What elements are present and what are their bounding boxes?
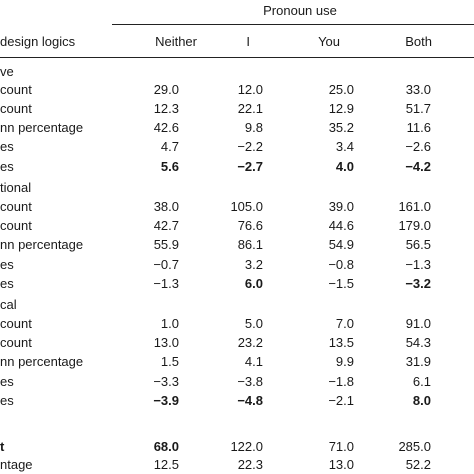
table-cell: −1.5 — [328, 276, 354, 291]
table-cell: 54.3 — [405, 335, 431, 350]
table-cell: 1.5 — [160, 354, 179, 369]
table-cell: 55.9 — [153, 237, 179, 252]
table-cell: 4.7 — [160, 139, 179, 154]
row-label: count — [0, 335, 32, 350]
table-cell: 9.9 — [335, 354, 354, 369]
table-cell: 71.0 — [328, 439, 354, 454]
table-cell: 179.0 — [398, 218, 431, 233]
column-header-both: Both — [405, 34, 432, 49]
table-cell: 22.3 — [237, 457, 263, 472]
table-cell: −3.3 — [153, 374, 179, 389]
table-cell: −3.9 — [153, 393, 179, 408]
table-cell: 13.0 — [328, 457, 354, 472]
table-cell: −2.7 — [237, 159, 263, 174]
table-cell: 51.7 — [405, 101, 431, 116]
table-cell: 9.8 — [244, 120, 263, 135]
table-cell: 39.0 — [328, 199, 354, 214]
table-cell: 13.5 — [328, 335, 354, 350]
table-cell: −2.1 — [328, 393, 354, 408]
table-cell: 161.0 — [398, 199, 431, 214]
row-label: count — [0, 82, 32, 97]
row-label: es — [0, 276, 14, 291]
table-cell: 4.0 — [335, 159, 354, 174]
table-cell: −1.3 — [405, 257, 431, 272]
group-underline — [112, 24, 474, 25]
table-cell: 42.7 — [153, 218, 179, 233]
table-cell: 44.6 — [328, 218, 354, 233]
table-cell: −0.8 — [328, 257, 354, 272]
table-cell: 38.0 — [153, 199, 179, 214]
table-cell: −4.2 — [405, 159, 431, 174]
table-cell: −2.2 — [237, 139, 263, 154]
table-cell: 76.6 — [237, 218, 263, 233]
row-label: nn percentage — [0, 237, 84, 252]
table-cell: 42.6 — [153, 120, 179, 135]
table-cell: 8.0 — [412, 393, 431, 408]
row-label: es — [0, 159, 14, 174]
table-cell: 91.0 — [405, 316, 431, 331]
section-label: tional — [0, 180, 32, 195]
row-label: es — [0, 393, 14, 408]
row-header-label: design logics — [0, 34, 76, 49]
section-label: cal — [0, 297, 17, 312]
column-header-i: I — [246, 34, 250, 49]
table-cell: 12.3 — [153, 101, 179, 116]
table-cell: 3.2 — [244, 257, 263, 272]
table-cell: 122.0 — [230, 439, 263, 454]
table-cell: 12.5 — [153, 457, 179, 472]
table-cell: 7.0 — [335, 316, 354, 331]
table-cell: −0.7 — [153, 257, 179, 272]
row-label: nn percentage — [0, 354, 84, 369]
table-cell: 5.0 — [244, 316, 263, 331]
table-cell: −1.8 — [328, 374, 354, 389]
row-label: nn percentage — [0, 120, 84, 135]
table-cell: 4.1 — [244, 354, 263, 369]
row-label: count — [0, 316, 32, 331]
table-cell: 6.1 — [412, 374, 431, 389]
table-cell: 54.9 — [328, 237, 354, 252]
table-cell: −3.2 — [405, 276, 431, 291]
header-rule — [0, 57, 474, 58]
column-header-neither: Neither — [155, 34, 197, 49]
row-label: es — [0, 139, 14, 154]
table-cell: 3.4 — [335, 139, 354, 154]
table-cell: −4.8 — [237, 393, 263, 408]
table-cell: 86.1 — [237, 237, 263, 252]
section-label: ve — [0, 64, 14, 79]
table-cell: 105.0 — [230, 199, 263, 214]
table-cell: 22.1 — [237, 101, 263, 116]
row-label: es — [0, 374, 14, 389]
column-group-title: Pronoun use — [263, 3, 337, 18]
table-cell: 56.5 — [405, 237, 431, 252]
row-label: es — [0, 257, 14, 272]
table-cell: 52.2 — [405, 457, 431, 472]
table-cell: 11.6 — [406, 120, 431, 135]
column-header-you: You — [318, 34, 340, 49]
row-label: t — [0, 439, 5, 454]
table-cell: 31.9 — [405, 354, 431, 369]
table-cell: −3.8 — [237, 374, 263, 389]
row-label: count — [0, 218, 32, 233]
table-cell: 33.0 — [405, 82, 431, 97]
table-cell: −2.6 — [405, 139, 431, 154]
row-label: ntage — [0, 457, 33, 472]
table-cell: 68.0 — [153, 439, 179, 454]
table-cell: 13.0 — [153, 335, 179, 350]
row-label: count — [0, 199, 32, 214]
table-cell: 6.0 — [244, 276, 263, 291]
table-cell: 12.9 — [328, 101, 354, 116]
table-cell: 1.0 — [160, 316, 179, 331]
table-cell: 35.2 — [328, 120, 354, 135]
table-cell: 23.2 — [237, 335, 263, 350]
row-label: count — [0, 101, 32, 116]
table-cell: 12.0 — [237, 82, 263, 97]
table-cell: 285.0 — [398, 439, 431, 454]
table-cell: 25.0 — [328, 82, 354, 97]
table-cell: 29.0 — [153, 82, 179, 97]
table-cell: 5.6 — [160, 159, 179, 174]
table-cell: −1.3 — [153, 276, 179, 291]
